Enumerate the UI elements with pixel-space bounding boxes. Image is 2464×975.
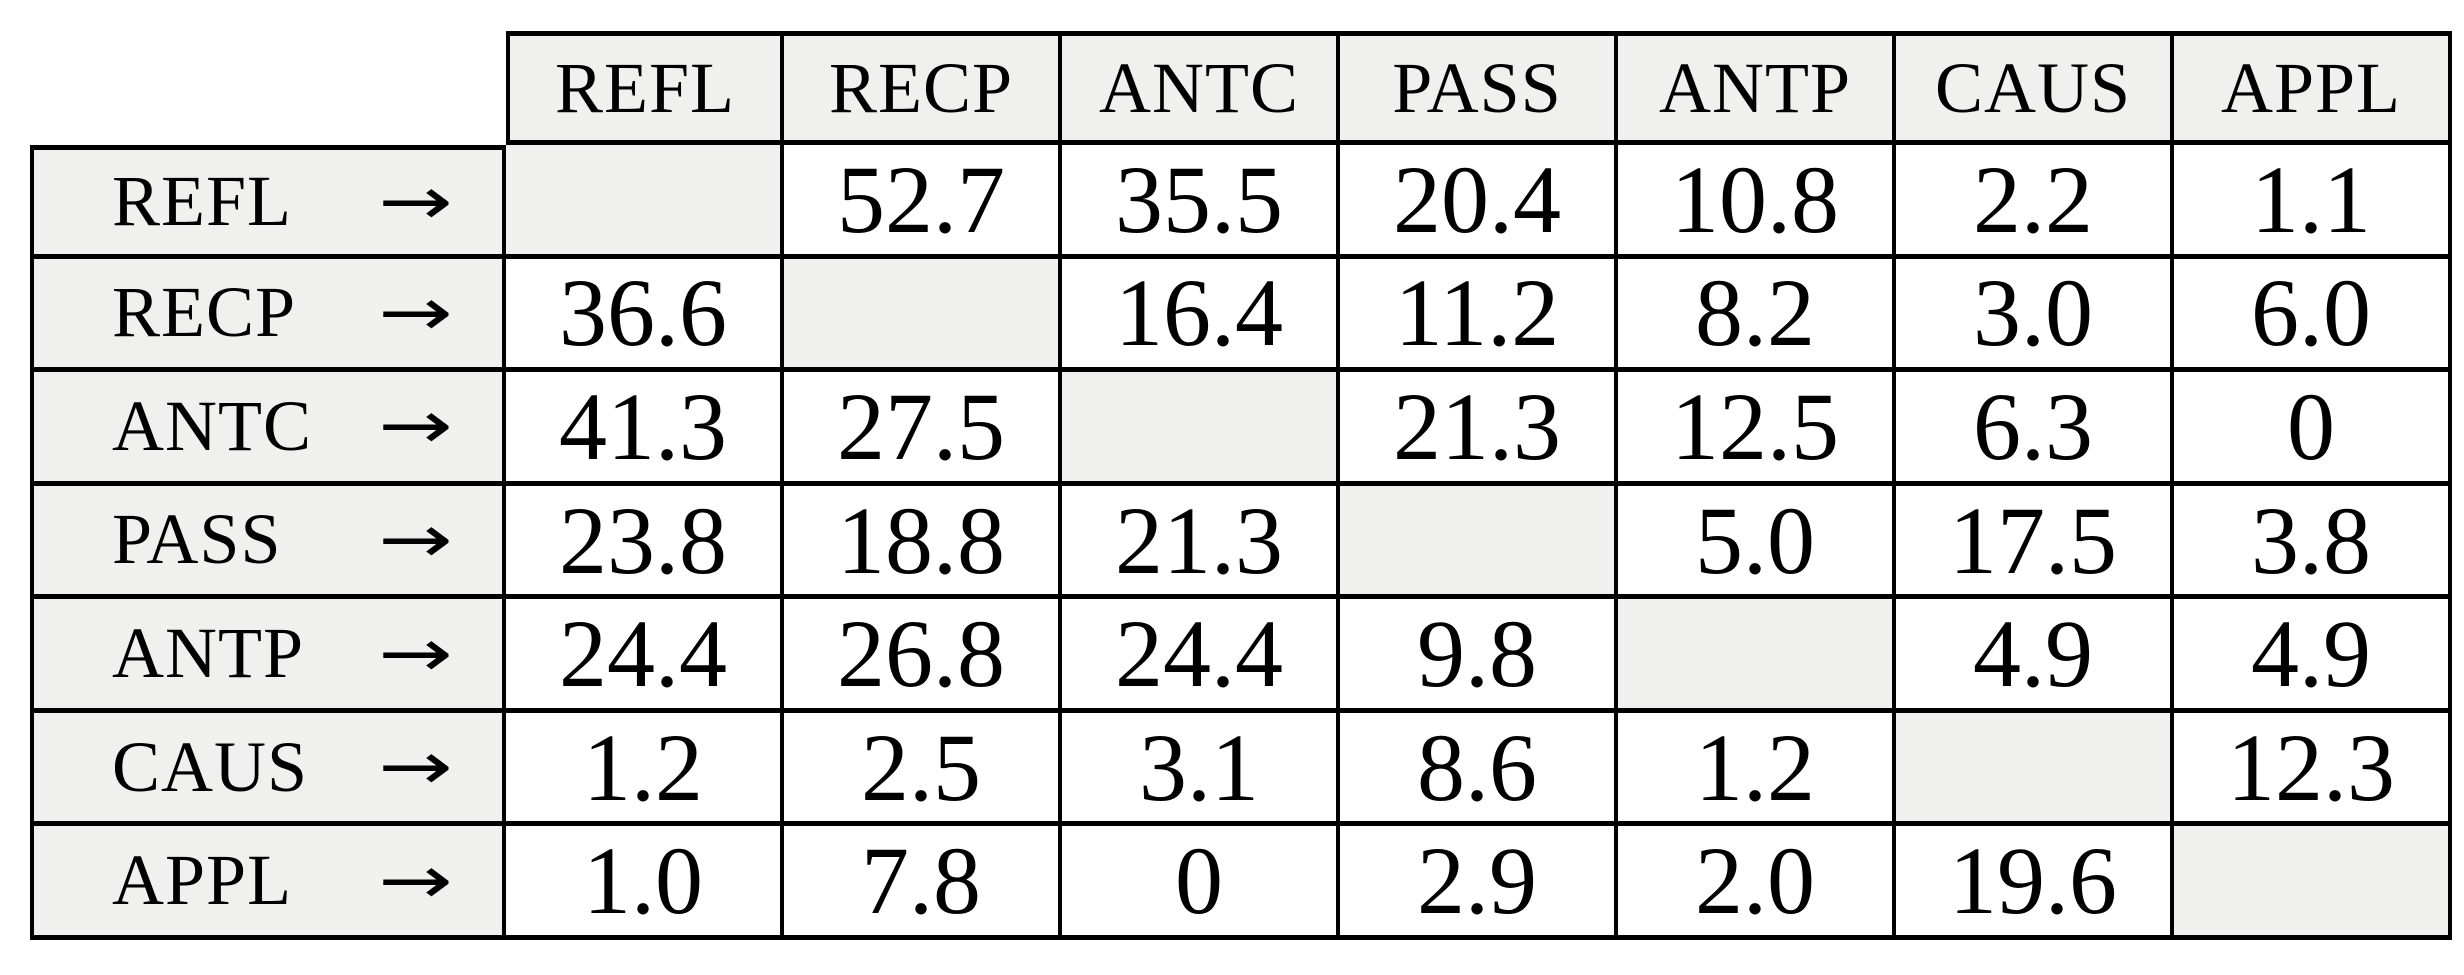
- data-cell: 2.5: [784, 712, 1062, 827]
- data-cell: 4.9: [1896, 599, 2174, 713]
- data-cell: 12.3: [2174, 712, 2452, 827]
- data-cell: 27.5: [784, 372, 1062, 486]
- data-cell: 2.2: [1896, 145, 2174, 259]
- data-cell: 1.2: [1618, 712, 1896, 827]
- row-label-refl: REFL →: [30, 145, 506, 259]
- row-label-text: APPL: [112, 840, 293, 921]
- data-cell: 6.0: [2174, 258, 2452, 373]
- column-header-caus: CAUS: [1896, 31, 2174, 145]
- row-label-text: REFL: [112, 161, 293, 242]
- data-cell: 0: [2174, 372, 2452, 486]
- table-corner-spacer: [30, 31, 506, 145]
- data-cell: 24.4: [1062, 599, 1340, 713]
- data-cell: 52.7: [784, 145, 1062, 259]
- data-cell: 8.2: [1618, 258, 1896, 373]
- data-cell: 21.3: [1062, 485, 1340, 600]
- row-label-text: PASS: [112, 499, 282, 580]
- data-cell: 3.1: [1062, 712, 1340, 827]
- column-header-appl: APPL: [2174, 31, 2452, 145]
- row-label-text: ANTC: [112, 385, 312, 466]
- right-arrow-icon: →: [377, 500, 454, 578]
- diagonal-cell: [2174, 826, 2452, 940]
- column-header-antc: ANTC: [1062, 31, 1340, 145]
- data-cell: 2.9: [1340, 826, 1618, 940]
- data-cell: 6.3: [1896, 372, 2174, 486]
- row-label-pass: PASS →: [30, 485, 506, 600]
- data-cell: 21.3: [1340, 372, 1618, 486]
- row-label-antp: ANTP →: [30, 599, 506, 713]
- right-arrow-icon: →: [377, 841, 454, 919]
- row-label-recp: RECP →: [30, 258, 506, 373]
- diagonal-cell: [1340, 485, 1618, 600]
- data-cell: 0: [1062, 826, 1340, 940]
- row-label-antc: ANTC →: [30, 372, 506, 486]
- data-cell: 8.6: [1340, 712, 1618, 827]
- valency-cooccurrence-table: REFL RECP ANTC PASS ANTP CAUS APPL REFL → 52.7 35.…: [30, 31, 2452, 940]
- data-cell: 1.1: [2174, 145, 2452, 259]
- data-cell: 9.8: [1340, 599, 1618, 713]
- diagonal-cell: [506, 145, 784, 259]
- right-arrow-icon: →: [377, 387, 454, 465]
- data-cell: 23.8: [506, 485, 784, 600]
- data-cell: 17.5: [1896, 485, 2174, 600]
- right-arrow-icon: →: [377, 162, 454, 240]
- data-cell: 18.8: [784, 485, 1062, 600]
- diagonal-cell: [1896, 712, 2174, 827]
- column-header-antp: ANTP: [1618, 31, 1896, 145]
- column-header-pass: PASS: [1340, 31, 1618, 145]
- data-cell: 20.4: [1340, 145, 1618, 259]
- data-cell: 11.2: [1340, 258, 1618, 373]
- diagonal-cell: [1618, 599, 1896, 713]
- row-label-text: CAUS: [112, 726, 309, 807]
- data-cell: 5.0: [1618, 485, 1896, 600]
- data-cell: 1.0: [506, 826, 784, 940]
- row-label-text: ANTP: [112, 613, 305, 694]
- data-cell: 3.0: [1896, 258, 2174, 373]
- data-cell: 26.8: [784, 599, 1062, 713]
- right-arrow-icon: →: [377, 273, 454, 351]
- data-cell: 3.8: [2174, 485, 2452, 600]
- data-cell: 7.8: [784, 826, 1062, 940]
- column-header-refl: REFL: [506, 31, 784, 145]
- data-cell: 36.6: [506, 258, 784, 373]
- right-arrow-icon: →: [377, 614, 454, 692]
- row-label-text: RECP: [112, 272, 297, 353]
- data-cell: 24.4: [506, 599, 784, 713]
- data-cell: 10.8: [1618, 145, 1896, 259]
- row-label-caus: CAUS →: [30, 712, 506, 827]
- row-label-appl: APPL →: [30, 826, 506, 940]
- diagonal-cell: [784, 258, 1062, 373]
- diagonal-cell: [1062, 372, 1340, 486]
- data-cell: 41.3: [506, 372, 784, 486]
- data-cell: 16.4: [1062, 258, 1340, 373]
- data-cell: 2.0: [1618, 826, 1896, 940]
- column-header-recp: RECP: [784, 31, 1062, 145]
- right-arrow-icon: →: [377, 728, 454, 806]
- data-cell: 4.9: [2174, 599, 2452, 713]
- data-cell: 35.5: [1062, 145, 1340, 259]
- data-cell: 19.6: [1896, 826, 2174, 940]
- data-cell: 1.2: [506, 712, 784, 827]
- data-cell: 12.5: [1618, 372, 1896, 486]
